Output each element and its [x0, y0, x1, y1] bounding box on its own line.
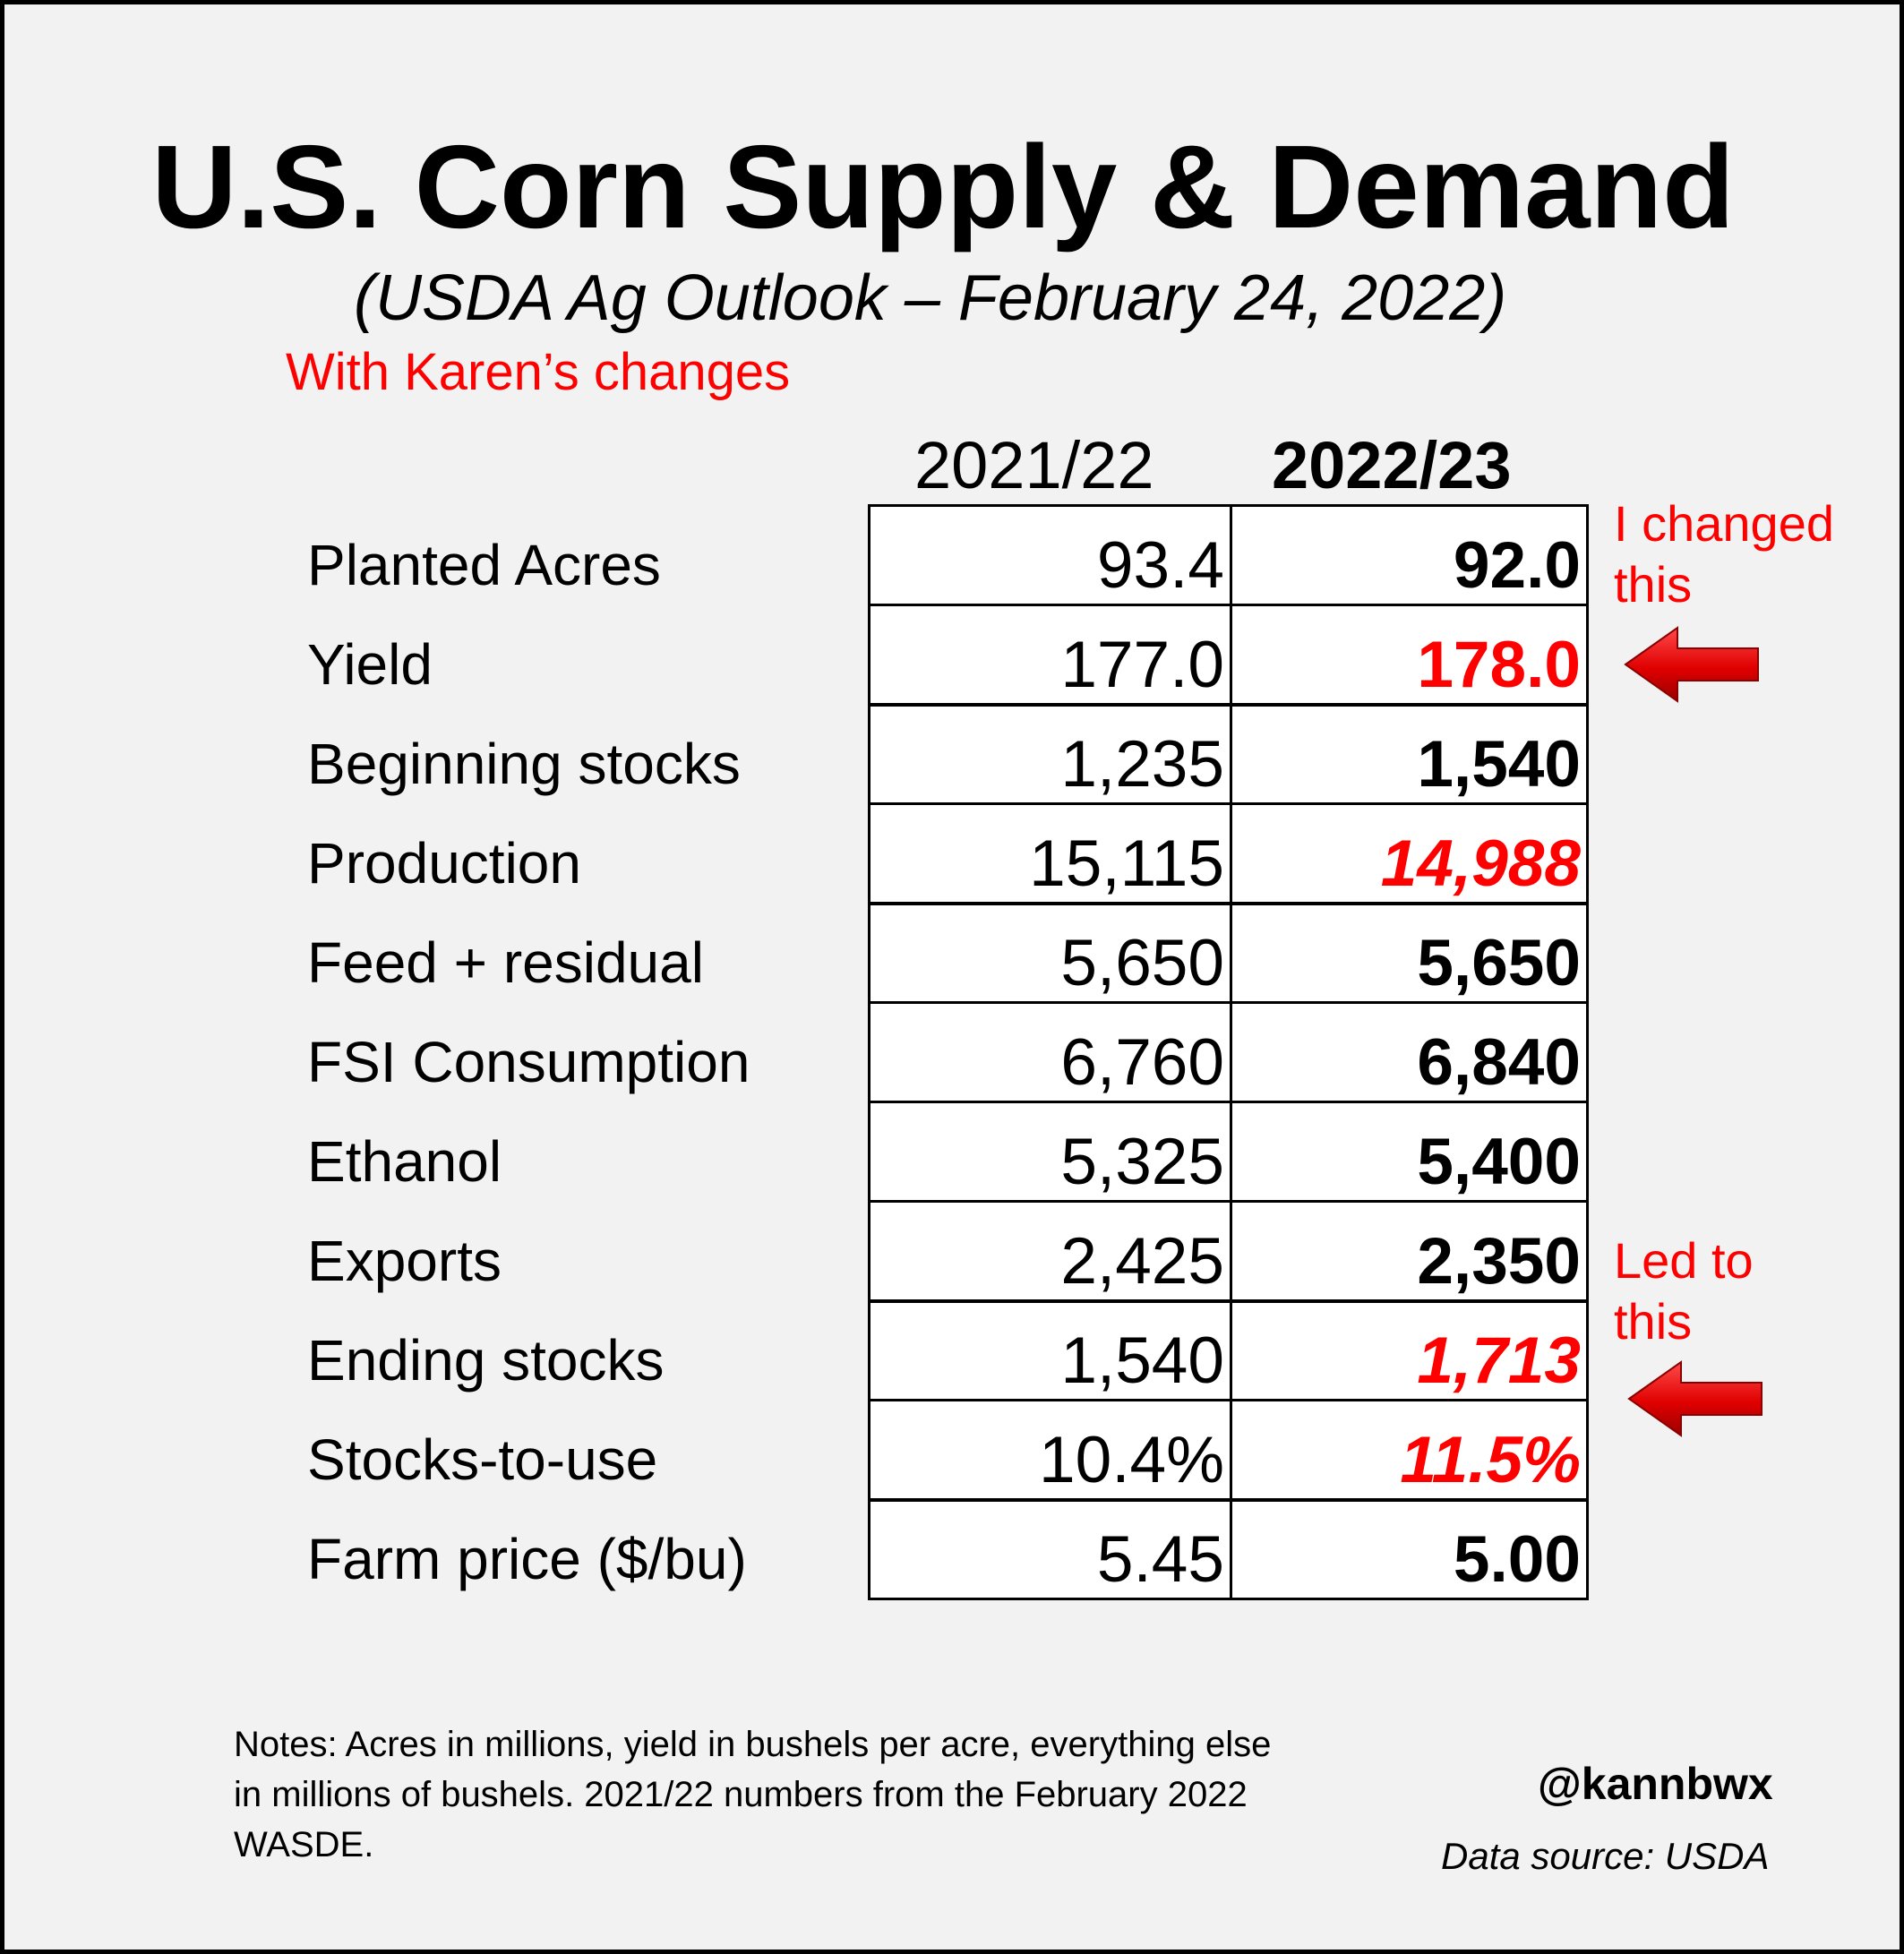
value-2021-22: 1,235 [868, 703, 1232, 805]
column-header-2021-22: 2021/22 [914, 428, 1154, 502]
value-2022-23: 92.0 [1230, 504, 1589, 606]
value-2021-22: 93.4 [868, 504, 1232, 606]
callout-changed-line2: this [1614, 556, 1693, 613]
data-source: Data source: USDA [1441, 1835, 1770, 1877]
row-label: Farm price ($/bu) [307, 1527, 747, 1591]
row-label: Yield [307, 632, 433, 697]
data-table: 93.4 92.0 177.0 178.0 1,235 1,540 15,115 14,988… [868, 504, 1589, 1600]
value-2022-23: 2,350 [1230, 1200, 1589, 1303]
value-2021-22: 5,325 [868, 1101, 1232, 1203]
value-2022-23: 11.5% [1230, 1399, 1589, 1502]
left-arrow-icon [1627, 1360, 1762, 1437]
value-2021-22: 15,115 [868, 802, 1232, 905]
table-row: 5,650 5,650 [868, 902, 1589, 1004]
chart-subtitle: (USDA Ag Outlook – February 24, 2022) [354, 262, 1507, 334]
value-2022-23: 1,540 [1230, 703, 1589, 805]
callout-led: Led to this [1614, 1230, 1754, 1353]
table-row: 10.4% 11.5% [868, 1399, 1589, 1502]
table-row: 93.4 92.0 [868, 504, 1589, 606]
row-label: Beginning stocks [307, 732, 741, 796]
value-2022-23: 178.0 [1230, 604, 1589, 707]
row-label: Feed + residual [307, 930, 704, 995]
row-label: Stocks-to-use [307, 1427, 658, 1492]
callout-led-line1: Led to [1614, 1232, 1754, 1289]
chart-title: U.S. Corn Supply & Demand [151, 121, 1735, 253]
value-2022-23: 6,840 [1230, 1001, 1589, 1103]
value-2021-22: 10.4% [868, 1399, 1232, 1502]
value-2021-22: 6,760 [868, 1001, 1232, 1103]
value-2022-23: 14,988 [1230, 802, 1589, 905]
changes-note: With Karen’s changes [286, 343, 791, 401]
value-2021-22: 1,540 [868, 1299, 1232, 1401]
value-2021-22: 2,425 [868, 1200, 1232, 1303]
value-2022-23: 5,400 [1230, 1101, 1589, 1203]
value-2022-23: 1,713 [1230, 1299, 1589, 1401]
table-row: 2,425 2,350 [868, 1200, 1589, 1303]
row-label: Planted Acres [307, 533, 661, 597]
table-row: 1,235 1,540 [868, 703, 1589, 805]
table-row: 1,540 1,713 [868, 1299, 1589, 1401]
footnote: Notes: Acres in millions, yield in bushe… [234, 1725, 1272, 1864]
row-label: Ethanol [307, 1129, 502, 1194]
callout-changed-line1: I changed [1614, 495, 1834, 552]
row-label: Ending stocks [307, 1328, 665, 1393]
value-2021-22: 5.45 [868, 1498, 1232, 1600]
value-2021-22: 5,650 [868, 902, 1232, 1004]
value-2022-23: 5.00 [1230, 1498, 1589, 1600]
table-row: 5.45 5.00 [868, 1498, 1589, 1600]
column-header-2022-23: 2022/23 [1272, 428, 1512, 502]
left-arrow-icon [1624, 626, 1759, 703]
table-row: 177.0 178.0 [868, 604, 1589, 707]
author-handle: @kannbwx [1538, 1759, 1773, 1809]
row-label: Exports [307, 1229, 502, 1293]
value-2021-22: 177.0 [868, 604, 1232, 707]
table-row: 5,325 5,400 [868, 1101, 1589, 1203]
table-row: 15,115 14,988 [868, 802, 1589, 905]
value-2022-23: 5,650 [1230, 902, 1589, 1004]
table-row: 6,760 6,840 [868, 1001, 1589, 1103]
row-label: Production [307, 831, 581, 896]
callout-led-line2: this [1614, 1293, 1693, 1350]
row-label: FSI Consumption [307, 1030, 750, 1094]
callout-changed: I changed this [1614, 493, 1834, 616]
